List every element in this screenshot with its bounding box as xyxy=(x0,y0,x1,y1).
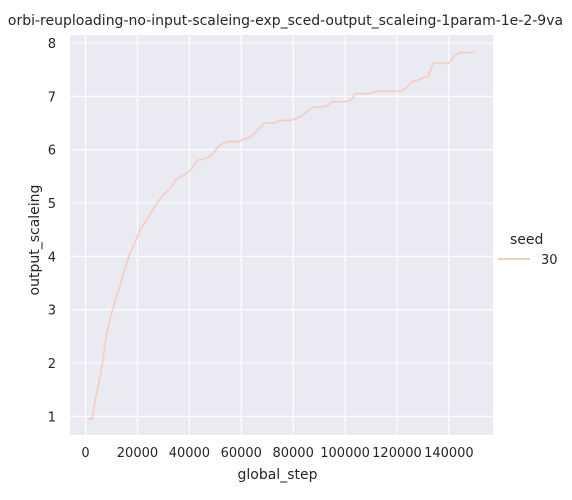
legend-title: seed xyxy=(510,232,543,248)
y-tick-label: 3 xyxy=(48,304,56,319)
legend-label-30: 30 xyxy=(541,253,558,268)
x-tick-label: 40000 xyxy=(169,446,210,461)
y-tick-label: 7 xyxy=(48,90,56,105)
y-tick-label: 1 xyxy=(48,410,56,425)
chart-title: orbi-reuploading-no-input-scaleing-exp_s… xyxy=(8,13,563,29)
x-tick-labels: 0 20000 40000 60000 80000 100000 120000 140000 xyxy=(81,446,473,461)
y-tick-label: 8 xyxy=(48,37,56,52)
y-tick-label: 2 xyxy=(48,357,56,372)
legend: seed 30 xyxy=(498,232,558,268)
x-tick-label: 20000 xyxy=(117,446,158,461)
y-axis-label: output_scaleing xyxy=(27,185,43,296)
series-layer xyxy=(88,51,475,420)
y-tick-label: 4 xyxy=(48,250,56,265)
series-line-30 xyxy=(88,51,475,420)
x-tick-label: 80000 xyxy=(272,446,313,461)
x-tick-label: 100000 xyxy=(320,446,370,461)
y-tick-label: 5 xyxy=(48,197,56,212)
y-tick-label: 6 xyxy=(48,144,56,159)
x-tick-label: 120000 xyxy=(372,446,422,461)
x-axis-label: global_step xyxy=(238,467,318,483)
x-tick-label: 0 xyxy=(81,446,89,461)
x-tick-label: 60000 xyxy=(221,446,262,461)
y-tick-labels: 1 2 3 4 5 6 7 8 xyxy=(48,37,56,425)
plot-background xyxy=(70,35,493,435)
x-tick-label: 140000 xyxy=(424,446,474,461)
